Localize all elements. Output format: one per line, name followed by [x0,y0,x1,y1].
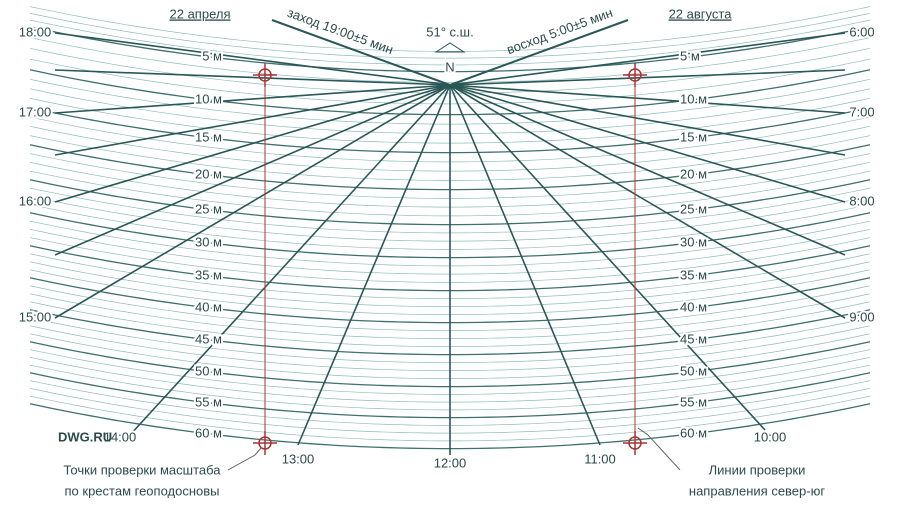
distance-curve [29,12,871,59]
distance-label: 50 м [195,363,222,378]
hour-ray [449,84,846,319]
hour-ray [54,84,451,114]
labels: 18:00 17:00 16:00 15:00 6:00 7:00 8:00 9:00 14:0… [17,22,877,472]
sunrise-line [449,19,629,86]
hour-label: 13:00 [282,451,315,466]
hour-label: 10:00 [754,429,787,444]
hour-label: 12:00 [434,455,467,470]
distance-label: 30 м [195,234,222,249]
distance-label: 60 м [680,425,707,440]
hour-ray [449,32,846,86]
hour-ray [54,84,451,203]
hour-label: 8:00 [849,193,874,208]
distance-label: 35 м [195,267,222,282]
distance-label: 45 м [195,331,222,346]
distance-label: 20 м [195,166,222,181]
distance-curve [29,19,871,66]
distance-label: 25 м [680,201,707,216]
distance-curve [29,37,871,83]
distance-curve [29,6,871,52]
pointer [637,427,681,471]
hour-label: 9:00 [849,309,874,324]
north-arrow [434,42,466,53]
distance-label: 25 м [195,201,222,216]
distance-label: 50 м [680,363,707,378]
hour-ray [449,84,846,256]
distance-label: 55 м [195,394,222,409]
hour-ray [129,84,451,436]
sunset-line [271,19,451,86]
hour-ray [54,84,451,256]
hour-label: 15:00 [19,309,52,324]
note-line: Точки проверки масштаба [64,462,222,477]
hour-label: 17:00 [19,104,52,119]
distance-label: 40 м [680,299,707,314]
distance-label: 55 м [680,394,707,409]
distance-label: 15 м [680,129,707,144]
hour-label: 11:00 [584,451,616,466]
distance-label: 5 м [680,48,700,63]
watermark: DWG.RU [58,429,112,444]
distance-label: 30 м [680,234,707,249]
distance-curve [29,26,871,73]
latitude: 51° с.ш. [426,24,473,39]
distance-label: 45 м [680,331,707,346]
note-line: по крестам геоподосновы [65,483,220,498]
hour-ray [449,69,846,86]
note-line: Линии проверки [709,462,806,477]
hour-label: 6:00 [849,24,874,39]
hour-label: 16:00 [19,193,52,208]
right-date: 22 августа [669,6,733,21]
distance-label: 10 м [195,91,222,106]
hour-ray [54,69,451,86]
pointer [227,446,263,471]
hour-ray [297,84,451,446]
distance-label: 35 м [680,267,707,282]
hour-label: 14:00 [104,429,137,444]
hour-label: 7:00 [849,104,874,119]
distance-label: 40 м [195,299,222,314]
left-date: 22 апреля [170,6,231,21]
hour-ray [54,84,451,156]
north-label: N [445,59,454,74]
hour-ray [54,32,451,86]
hour-ray [449,84,846,114]
hour-ray [449,84,846,156]
distance-label: 20 м [680,166,707,181]
hour-ray [54,84,451,319]
hour-ray [449,84,601,446]
note-line: направления север-юг [689,483,825,498]
distance-label: 5 м [202,48,222,63]
check-lines [253,63,647,455]
hour-ray [449,84,846,203]
hour-rays [54,32,846,455]
hour-ray [449,84,766,431]
distance-label: 10 м [680,91,707,106]
hour-label: 18:00 [19,24,52,39]
distance-label: 60 м [195,425,222,440]
distance-label: 15 м [195,129,222,144]
